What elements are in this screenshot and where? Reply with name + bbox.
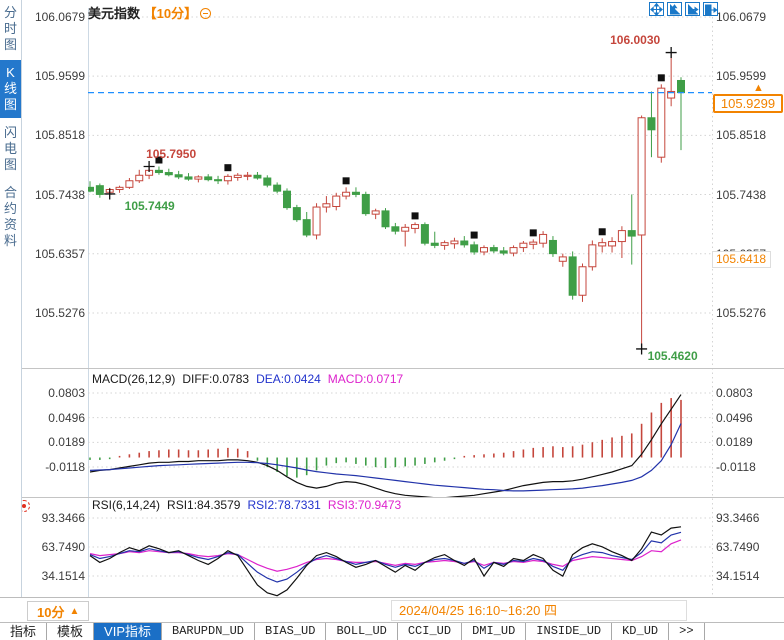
macd-macd-value: MACD:0.0717	[327, 372, 404, 386]
rsi-lines	[89, 526, 682, 597]
scale-horizontal-icon[interactable]	[685, 2, 700, 16]
export-chart-icon[interactable]	[703, 2, 718, 16]
bottom-tab-DMI_UD[interactable]: DMI_UD	[462, 623, 527, 640]
pattern-marker	[598, 228, 606, 236]
bottom-tab-VIP指标[interactable]: VIP指标	[94, 623, 162, 640]
chart-title: 美元指数 【10分】	[88, 3, 212, 21]
sidebar-item-0[interactable]: 分时图	[3, 5, 17, 52]
rsi-name: RSI(6,14,24)	[92, 498, 161, 512]
candles	[88, 47, 685, 355]
pattern-marker	[470, 231, 478, 239]
macd-dea-value: DEA:0.0424	[256, 372, 321, 386]
pattern-marker	[657, 74, 665, 82]
period-selector[interactable]: 10分 ▲	[27, 601, 90, 621]
pattern-marker	[529, 229, 537, 237]
pattern-marker	[342, 177, 350, 185]
pane-borders	[22, 8, 784, 597]
macd-diff-value: DIFF:0.0783	[182, 372, 250, 386]
bottom-tab-KD_UD[interactable]: KD_UD	[612, 623, 670, 640]
pan-crosshair-icon[interactable]	[649, 2, 664, 16]
macd-header: MACD(26,12,9) DIFF:0.0783 DEA:0.0424 MACD:0…	[92, 372, 410, 386]
bottom-tab-指标[interactable]: 指标	[0, 623, 48, 640]
symbol-name: 美元指数	[88, 6, 141, 21]
period-tag: 【10分】	[143, 6, 198, 21]
collapse-icon[interactable]	[200, 8, 212, 19]
rsi2-value: RSI2:78.7331	[247, 498, 321, 512]
bottom-tab-INSIDE_UD[interactable]: INSIDE_UD	[526, 623, 613, 640]
bottom-tab-BARUPDN_UD[interactable]: BARUPDN_UD	[162, 623, 256, 640]
extreme-cross-marker	[104, 188, 116, 200]
bottom-tab-CCI_UD[interactable]: CCI_UD	[398, 623, 463, 640]
macd-lines	[89, 394, 682, 497]
bottom-tab-模板[interactable]: 模板	[47, 623, 95, 640]
pattern-marker	[155, 156, 163, 164]
rsi3-value: RSI3:70.9473	[327, 498, 402, 512]
datetime-range: 2024/04/25 16:10~16:20 四	[391, 600, 687, 621]
extreme-cross-marker	[665, 47, 677, 59]
extreme-cross-marker	[143, 161, 155, 173]
triangle-up-icon: ▲	[69, 605, 80, 617]
sidebar-item-3[interactable]: 合约资料	[3, 185, 17, 248]
chart-toolbar	[649, 2, 718, 16]
status-bar: 10分 ▲ 2024/04/25 16:10~16:20 四	[0, 597, 784, 622]
period-label: 10分	[37, 604, 65, 620]
bottom-tab-BOLL_UD[interactable]: BOLL_UD	[326, 623, 398, 640]
bottom-tab->>[interactable]: >>	[669, 623, 705, 640]
pattern-marker	[411, 212, 419, 220]
bottom-tab-BIAS_UD[interactable]: BIAS_UD	[255, 623, 327, 640]
extreme-cross-marker	[636, 343, 648, 355]
scale-vertical-icon[interactable]	[667, 2, 682, 16]
grid-lines	[88, 16, 712, 577]
rsi-header: RSI(6,14,24) RSI1:84.3579 RSI2:78.7331 RSI3…	[92, 498, 408, 512]
candlestick-chart	[22, 8, 784, 597]
pattern-marker	[224, 164, 232, 172]
rsi1-value: RSI1:84.3579	[167, 498, 241, 512]
indicator-tab-bar: 指标 模板 VIP指标 BARUPDN_UD BIAS_UD BOLL_UD CCI_UD D…	[0, 622, 784, 640]
macd-name: MACD(26,12,9)	[92, 372, 176, 386]
sidebar-item-2[interactable]: 闪电图	[3, 125, 17, 172]
macd-histogram	[89, 398, 682, 478]
